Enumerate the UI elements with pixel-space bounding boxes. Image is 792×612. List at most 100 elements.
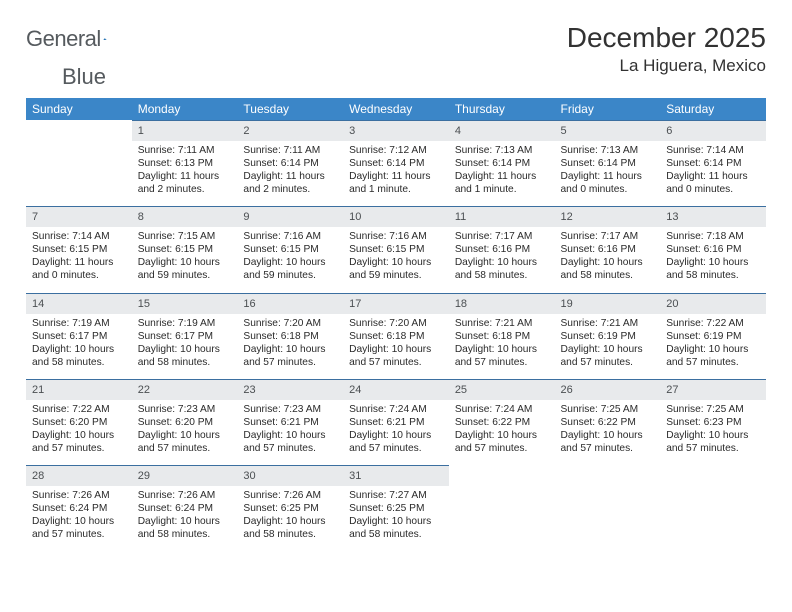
day-body: Sunrise: 7:27 AMSunset: 6:25 PMDaylight:… (343, 486, 449, 551)
daylight-line: Daylight: 10 hours and 57 minutes. (666, 343, 760, 369)
day-number: 11 (449, 206, 555, 227)
day-number: 27 (660, 379, 766, 400)
day-cell: 7Sunrise: 7:14 AMSunset: 6:15 PMDaylight… (26, 206, 132, 292)
day-body: Sunrise: 7:24 AMSunset: 6:21 PMDaylight:… (343, 400, 449, 465)
day-number: 14 (26, 293, 132, 314)
day-body: Sunrise: 7:25 AMSunset: 6:22 PMDaylight:… (555, 400, 661, 465)
day-body: Sunrise: 7:11 AMSunset: 6:13 PMDaylight:… (132, 141, 238, 206)
day-cell: 11Sunrise: 7:17 AMSunset: 6:16 PMDayligh… (449, 206, 555, 292)
sunrise-line: Sunrise: 7:16 AM (349, 230, 443, 243)
day-cell: 24Sunrise: 7:24 AMSunset: 6:21 PMDayligh… (343, 379, 449, 465)
brand-logo: General (26, 26, 127, 52)
day-body: Sunrise: 7:24 AMSunset: 6:22 PMDaylight:… (449, 400, 555, 465)
daylight-line: Daylight: 10 hours and 58 minutes. (243, 515, 337, 541)
day-number: 7 (26, 206, 132, 227)
daylight-line: Daylight: 10 hours and 57 minutes. (138, 429, 232, 455)
sunrise-line: Sunrise: 7:24 AM (455, 403, 549, 416)
daylight-line: Daylight: 11 hours and 0 minutes. (32, 256, 126, 282)
day-number: 22 (132, 379, 238, 400)
day-cell: 16Sunrise: 7:20 AMSunset: 6:18 PMDayligh… (237, 293, 343, 379)
sunrise-line: Sunrise: 7:17 AM (561, 230, 655, 243)
day-number: 8 (132, 206, 238, 227)
daylight-line: Daylight: 11 hours and 2 minutes. (138, 170, 232, 196)
day-body: Sunrise: 7:19 AMSunset: 6:17 PMDaylight:… (26, 314, 132, 379)
sunrise-line: Sunrise: 7:23 AM (243, 403, 337, 416)
day-body: Sunrise: 7:12 AMSunset: 6:14 PMDaylight:… (343, 141, 449, 206)
daylight-line: Daylight: 11 hours and 0 minutes. (561, 170, 655, 196)
day-cell: 21Sunrise: 7:22 AMSunset: 6:20 PMDayligh… (26, 379, 132, 465)
sunrise-line: Sunrise: 7:26 AM (138, 489, 232, 502)
weekday-friday: Friday (555, 98, 661, 120)
day-number: 3 (343, 120, 449, 141)
sunrise-line: Sunrise: 7:18 AM (666, 230, 760, 243)
day-number: 2 (237, 120, 343, 141)
day-number: 30 (237, 465, 343, 486)
day-cell: 17Sunrise: 7:20 AMSunset: 6:18 PMDayligh… (343, 293, 449, 379)
day-cell: 12Sunrise: 7:17 AMSunset: 6:16 PMDayligh… (555, 206, 661, 292)
daylight-line: Daylight: 10 hours and 57 minutes. (455, 343, 549, 369)
sunrise-line: Sunrise: 7:22 AM (32, 403, 126, 416)
daylight-line: Daylight: 10 hours and 58 minutes. (349, 515, 443, 541)
day-body: Sunrise: 7:26 AMSunset: 6:24 PMDaylight:… (132, 486, 238, 551)
sunrise-line: Sunrise: 7:17 AM (455, 230, 549, 243)
day-cell: 1Sunrise: 7:11 AMSunset: 6:13 PMDaylight… (132, 120, 238, 206)
day-cell: 14Sunrise: 7:19 AMSunset: 6:17 PMDayligh… (26, 293, 132, 379)
day-number: 1 (132, 120, 238, 141)
location: La Higuera, Mexico (567, 56, 766, 76)
day-cell: 29Sunrise: 7:26 AMSunset: 6:24 PMDayligh… (132, 465, 238, 551)
day-cell: 5Sunrise: 7:13 AMSunset: 6:14 PMDaylight… (555, 120, 661, 206)
day-number: 29 (132, 465, 238, 486)
day-number: 6 (660, 120, 766, 141)
day-cell: 23Sunrise: 7:23 AMSunset: 6:21 PMDayligh… (237, 379, 343, 465)
day-body: Sunrise: 7:14 AMSunset: 6:15 PMDaylight:… (26, 227, 132, 292)
daylight-line: Daylight: 10 hours and 57 minutes. (455, 429, 549, 455)
day-body: Sunrise: 7:16 AMSunset: 6:15 PMDaylight:… (343, 227, 449, 292)
empty-cell (26, 120, 132, 206)
weekday-header: SundayMondayTuesdayWednesdayThursdayFrid… (26, 98, 766, 120)
sunset-line: Sunset: 6:17 PM (32, 330, 126, 343)
day-body: Sunrise: 7:13 AMSunset: 6:14 PMDaylight:… (555, 141, 661, 206)
day-body: Sunrise: 7:15 AMSunset: 6:15 PMDaylight:… (132, 227, 238, 292)
day-body: Sunrise: 7:17 AMSunset: 6:16 PMDaylight:… (555, 227, 661, 292)
sunset-line: Sunset: 6:13 PM (138, 157, 232, 170)
calendar-table: SundayMondayTuesdayWednesdayThursdayFrid… (26, 98, 766, 551)
day-number: 18 (449, 293, 555, 314)
sunset-line: Sunset: 6:14 PM (455, 157, 549, 170)
sunrise-line: Sunrise: 7:25 AM (666, 403, 760, 416)
sunset-line: Sunset: 6:22 PM (455, 416, 549, 429)
sunset-line: Sunset: 6:15 PM (32, 243, 126, 256)
day-cell: 18Sunrise: 7:21 AMSunset: 6:18 PMDayligh… (449, 293, 555, 379)
weekday-thursday: Thursday (449, 98, 555, 120)
day-cell: 4Sunrise: 7:13 AMSunset: 6:14 PMDaylight… (449, 120, 555, 206)
day-number: 15 (132, 293, 238, 314)
day-body: Sunrise: 7:19 AMSunset: 6:17 PMDaylight:… (132, 314, 238, 379)
sunset-line: Sunset: 6:25 PM (243, 502, 337, 515)
day-number: 5 (555, 120, 661, 141)
sunrise-line: Sunrise: 7:13 AM (561, 144, 655, 157)
day-cell: 26Sunrise: 7:25 AMSunset: 6:22 PMDayligh… (555, 379, 661, 465)
daylight-line: Daylight: 11 hours and 1 minute. (349, 170, 443, 196)
day-body: Sunrise: 7:16 AMSunset: 6:15 PMDaylight:… (237, 227, 343, 292)
daylight-line: Daylight: 10 hours and 58 minutes. (138, 515, 232, 541)
daylight-line: Daylight: 10 hours and 58 minutes. (666, 256, 760, 282)
sunset-line: Sunset: 6:16 PM (666, 243, 760, 256)
daylight-line: Daylight: 11 hours and 0 minutes. (666, 170, 760, 196)
day-number: 13 (660, 206, 766, 227)
day-number: 9 (237, 206, 343, 227)
month-title: December 2025 (567, 22, 766, 54)
day-body: Sunrise: 7:21 AMSunset: 6:19 PMDaylight:… (555, 314, 661, 379)
daylight-line: Daylight: 10 hours and 57 minutes. (561, 343, 655, 369)
sunset-line: Sunset: 6:14 PM (349, 157, 443, 170)
day-cell: 20Sunrise: 7:22 AMSunset: 6:19 PMDayligh… (660, 293, 766, 379)
day-body: Sunrise: 7:21 AMSunset: 6:18 PMDaylight:… (449, 314, 555, 379)
daylight-line: Daylight: 10 hours and 57 minutes. (32, 429, 126, 455)
sunrise-line: Sunrise: 7:20 AM (349, 317, 443, 330)
brand-name-a: General (26, 26, 101, 52)
day-body: Sunrise: 7:20 AMSunset: 6:18 PMDaylight:… (237, 314, 343, 379)
sunrise-line: Sunrise: 7:14 AM (666, 144, 760, 157)
sunset-line: Sunset: 6:25 PM (349, 502, 443, 515)
day-cell: 13 Sunrise: 7:18 AMSunset: 6:16 PMDayligh… (660, 206, 766, 292)
day-body: Sunrise: 7:26 AMSunset: 6:25 PMDaylight:… (237, 486, 343, 551)
sunset-line: Sunset: 6:19 PM (561, 330, 655, 343)
sunrise-line: Sunrise: 7:16 AM (243, 230, 337, 243)
